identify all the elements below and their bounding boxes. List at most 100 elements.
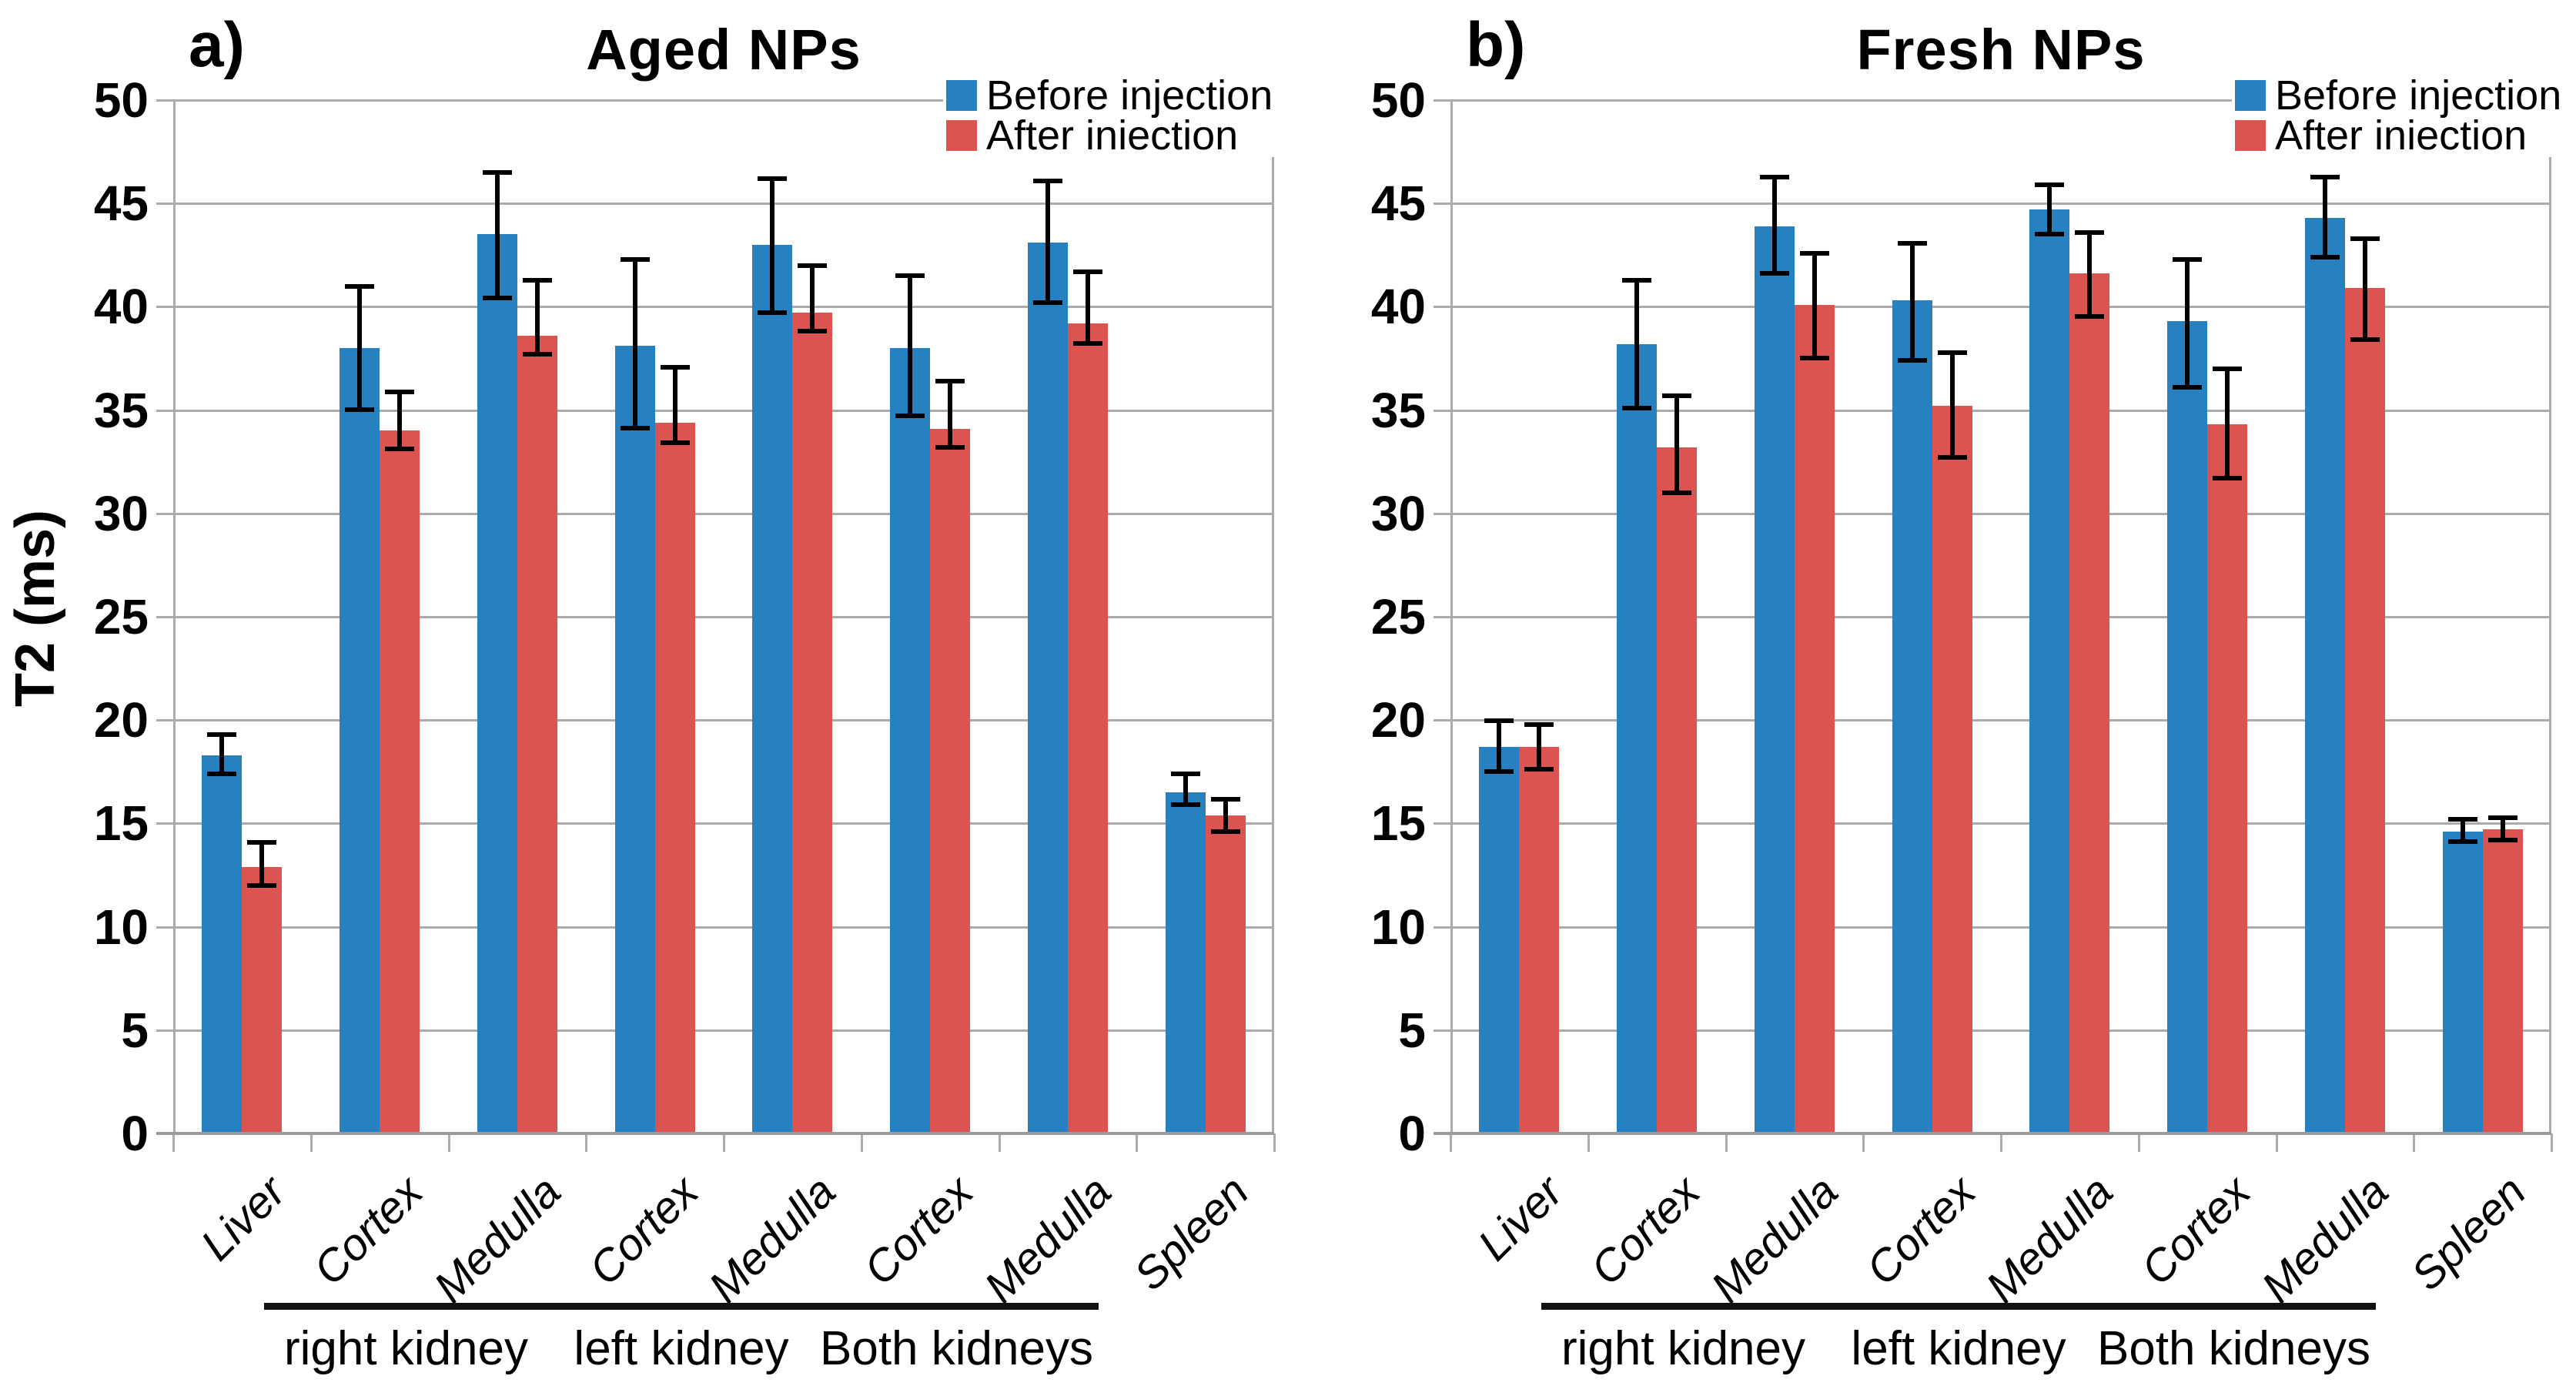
y-tick-50 — [1434, 99, 1450, 102]
plot-right-border — [2549, 100, 2551, 1133]
error-bar-before-cortex-5 — [895, 273, 925, 419]
bar-after-liver-0 — [1519, 747, 1560, 1133]
gridline-30 — [173, 512, 1274, 515]
error-bar-after-cortex-5 — [2213, 367, 2243, 480]
error-line — [810, 263, 815, 334]
group-label-left-kidney: left kidney — [1851, 1322, 2066, 1375]
plot-left-border — [1450, 100, 1453, 1133]
error-cap-bottom — [1799, 356, 1829, 361]
error-bar-after-medulla-6 — [2350, 236, 2380, 343]
bar-after-medulla-6 — [1067, 323, 1108, 1133]
y-tick-label-25: 25 — [1370, 589, 1426, 644]
error-cap-bottom — [385, 447, 415, 452]
error-cap-top — [935, 379, 965, 384]
error-line — [219, 732, 225, 776]
error-bar-after-cortex-3 — [660, 364, 690, 446]
error-line — [1634, 277, 1640, 410]
error-line — [1045, 178, 1050, 305]
error-bar-after-cortex-1 — [1662, 393, 1692, 495]
error-cap-bottom — [345, 407, 375, 413]
legend-label-after: After iniection — [986, 112, 1239, 159]
bar-after-spleen-7 — [2482, 829, 2523, 1133]
error-line — [259, 839, 265, 888]
x-tick-1 — [1587, 1133, 1590, 1152]
bar-after-cortex-5 — [930, 428, 971, 1133]
bar-before-medulla-2 — [477, 234, 517, 1133]
y-tick-20 — [1434, 719, 1450, 722]
error-cap-bottom — [660, 440, 690, 446]
error-line — [1223, 796, 1228, 834]
group-label-both-kidneys: Both kidneys — [820, 1322, 1093, 1375]
error-cap-top — [345, 283, 375, 289]
error-line — [632, 256, 637, 431]
error-cap-top — [1210, 796, 1240, 802]
y-tick-label-0: 0 — [1398, 1106, 1426, 1161]
error-bar-after-liver-0 — [247, 839, 277, 888]
gridline-10 — [173, 926, 1274, 929]
error-line — [2047, 182, 2052, 237]
error-cap-top — [1170, 772, 1200, 777]
gridline-15 — [173, 822, 1274, 825]
error-cap-bottom — [758, 310, 788, 316]
error-line — [770, 176, 775, 316]
error-bar-after-medulla-4 — [2075, 230, 2105, 320]
legend-item-before: Before injection — [946, 75, 1273, 116]
error-line — [672, 364, 677, 446]
legend-item-before: Before injection — [2235, 75, 2561, 116]
error-bar-before-liver-0 — [1484, 718, 1514, 774]
error-bar-after-medulla-4 — [798, 263, 828, 334]
legend-label-after: After iniection — [2275, 112, 2527, 159]
error-cap-top — [207, 732, 237, 738]
error-line — [534, 277, 540, 357]
x-category-label-spleen-7: Spleen — [2401, 1166, 2536, 1301]
error-cap-top — [1524, 721, 1554, 727]
x-tick-7 — [2413, 1133, 2416, 1152]
legend-label-before: Before injection — [2275, 72, 2562, 119]
x-category-label-liver-0: Liver — [1468, 1166, 1573, 1270]
error-cap-bottom — [1937, 455, 1967, 460]
error-line — [1909, 240, 1915, 363]
y-tick-label-45: 45 — [93, 176, 149, 232]
error-bar-before-medulla-2 — [482, 170, 512, 301]
y-tick-label-25: 25 — [93, 589, 149, 644]
group-underline-0 — [264, 1303, 548, 1310]
error-line — [1497, 718, 1502, 774]
x-tick-2 — [447, 1133, 450, 1152]
x-category-label-medulla-4: Medulla — [1976, 1166, 2123, 1313]
bar-before-medulla-4 — [2029, 209, 2070, 1133]
error-cap-top — [1799, 250, 1829, 256]
error-line — [1537, 721, 1542, 772]
error-line — [357, 283, 363, 413]
legend-swatch-after-icon — [946, 120, 977, 151]
x-tick-6 — [2275, 1133, 2278, 1152]
group-underline-0 — [1541, 1303, 1825, 1310]
bar-after-medulla-2 — [1794, 304, 1835, 1133]
gridline-25 — [1450, 616, 2551, 618]
x-tick-4 — [2000, 1133, 2002, 1152]
group-label-left-kidney: left kidney — [574, 1322, 789, 1375]
error-bar-before-spleen-7 — [1170, 772, 1200, 807]
error-cap-top — [385, 389, 415, 394]
error-line — [1812, 250, 1817, 361]
y-tick-label-30: 30 — [1370, 485, 1426, 541]
error-cap-bottom — [207, 771, 237, 776]
gridline-25 — [173, 616, 1274, 618]
error-line — [1183, 772, 1188, 807]
bar-after-cortex-1 — [380, 430, 420, 1133]
y-tick-10 — [1434, 926, 1450, 929]
error-bar-before-cortex-1 — [1622, 277, 1652, 410]
x-tick-3 — [1862, 1133, 1865, 1152]
error-bar-before-cortex-5 — [2173, 256, 2203, 390]
error-cap-top — [1759, 174, 1789, 179]
error-cap-bottom — [2035, 232, 2065, 237]
x-category-label-medulla-6: Medulla — [2251, 1166, 2398, 1313]
error-cap-top — [660, 364, 690, 370]
group-underline-1 — [1816, 1303, 2101, 1310]
y-tick-label-20: 20 — [93, 692, 149, 748]
error-bar-after-medulla-2 — [522, 277, 552, 357]
error-cap-top — [620, 256, 650, 262]
error-cap-top — [247, 839, 277, 845]
gridline-30 — [1450, 512, 2551, 515]
legend-swatch-after-icon — [2235, 120, 2266, 151]
